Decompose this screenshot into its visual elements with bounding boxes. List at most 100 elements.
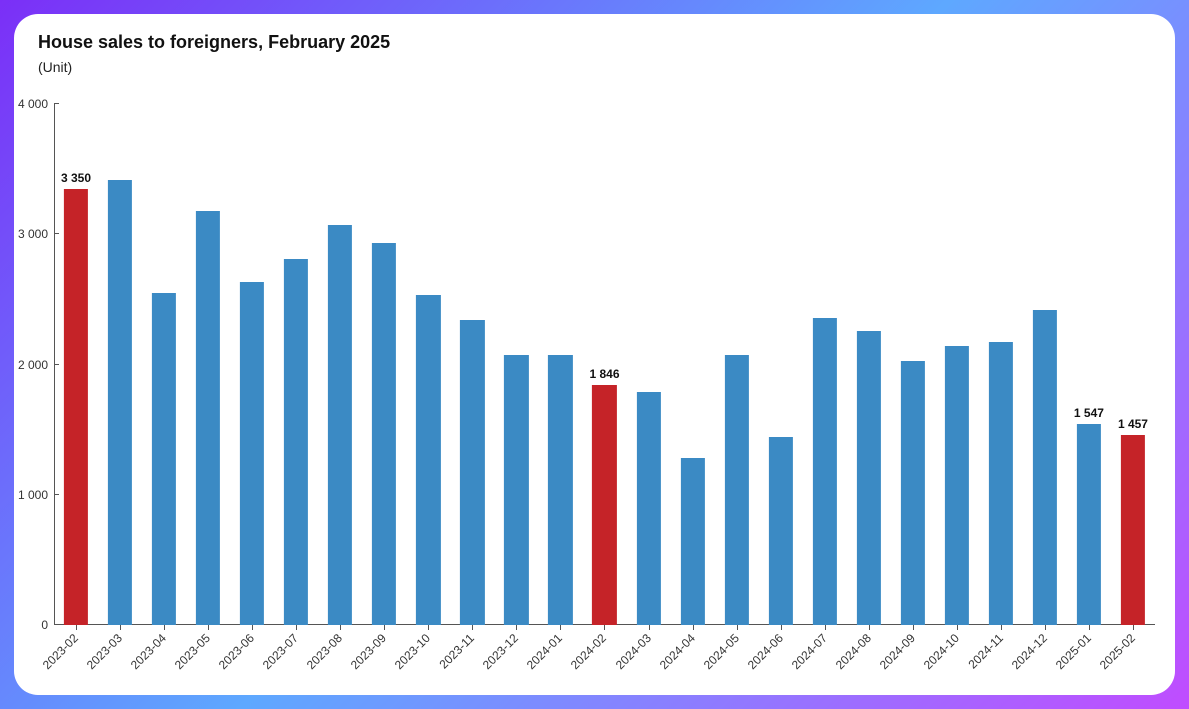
bar xyxy=(680,458,704,625)
bar xyxy=(769,437,793,625)
bar-slot: 2024-11 xyxy=(979,104,1023,625)
x-tick-label: 2024-06 xyxy=(745,631,786,672)
bar-slot: 2024-07 xyxy=(803,104,847,625)
x-tick-label: 2023-02 xyxy=(40,631,81,672)
bar xyxy=(284,259,308,625)
y-tick-mark xyxy=(54,103,59,104)
bar-slot: 2023-12 xyxy=(494,104,538,625)
bar-slot: 2024-05 xyxy=(715,104,759,625)
bar-slot: 2024-03 xyxy=(627,104,671,625)
bar xyxy=(504,355,528,625)
x-tick-label: 2024-11 xyxy=(965,631,1005,671)
x-tick-label: 2023-09 xyxy=(348,631,389,672)
bar xyxy=(901,361,925,625)
bar xyxy=(416,295,440,625)
x-tick-label: 2024-01 xyxy=(524,631,565,672)
x-tick-label: 2023-12 xyxy=(480,631,521,672)
bar-slot: 2024-01 xyxy=(538,104,582,625)
x-tick-mark xyxy=(869,625,870,630)
x-tick-mark xyxy=(560,625,561,630)
x-tick-mark xyxy=(164,625,165,630)
bar xyxy=(548,355,572,625)
bar-slot: 2023-08 xyxy=(318,104,362,625)
bar-slot: 2024-09 xyxy=(891,104,935,625)
bar-slot: 2023-05 xyxy=(186,104,230,625)
x-tick-label: 2023-04 xyxy=(128,631,169,672)
bar-slot: 2023-03 xyxy=(98,104,142,625)
x-tick-mark xyxy=(208,625,209,630)
x-tick-mark xyxy=(76,625,77,630)
x-tick-label: 2024-05 xyxy=(701,631,742,672)
bar xyxy=(813,318,837,625)
bar xyxy=(328,225,352,625)
bar xyxy=(152,293,176,625)
chart-card: House sales to foreigners, February 2025… xyxy=(14,14,1175,695)
x-tick-label: 2024-12 xyxy=(1009,631,1050,672)
x-tick-mark xyxy=(1045,625,1046,630)
x-tick-mark xyxy=(252,625,253,630)
x-tick-mark xyxy=(384,625,385,630)
x-tick-label: 2023-03 xyxy=(84,631,125,672)
x-tick-label: 2024-07 xyxy=(789,631,830,672)
x-tick-label: 2024-10 xyxy=(921,631,962,672)
x-tick-label: 2024-04 xyxy=(656,631,697,672)
x-tick-mark xyxy=(604,625,605,630)
bar xyxy=(592,385,616,625)
bar xyxy=(240,282,264,625)
x-tick-mark xyxy=(120,625,121,630)
bar-value-label: 1 846 xyxy=(582,367,626,381)
x-tick-mark xyxy=(1133,625,1134,630)
y-tick-mark xyxy=(54,364,59,365)
x-tick-label: 2024-08 xyxy=(833,631,874,672)
x-tick-label: 2024-09 xyxy=(877,631,918,672)
bar xyxy=(1033,310,1057,625)
bar xyxy=(636,392,660,625)
bar-slot: 1 5472025-01 xyxy=(1067,104,1111,625)
x-tick-mark xyxy=(693,625,694,630)
x-tick-label: 2023-05 xyxy=(172,631,213,672)
x-tick-mark xyxy=(1001,625,1002,630)
y-tick-mark xyxy=(54,624,59,625)
y-tick-label: 2 000 xyxy=(18,358,48,372)
bar-slot: 2023-06 xyxy=(230,104,274,625)
bar-value-label: 3 350 xyxy=(54,171,98,185)
chart-title: House sales to foreigners, February 2025 xyxy=(38,32,1151,53)
chart-plot-area: 3 3502023-022023-032023-042023-052023-06… xyxy=(54,104,1155,625)
bar xyxy=(725,355,749,625)
bar-slot: 1 4572025-02 xyxy=(1111,104,1155,625)
bars-container: 3 3502023-022023-032023-042023-052023-06… xyxy=(54,104,1155,625)
bar-slot: 2023-07 xyxy=(274,104,318,625)
bar xyxy=(196,211,220,625)
x-tick-mark xyxy=(516,625,517,630)
bar-slot: 2024-08 xyxy=(847,104,891,625)
bar-value-label: 1 457 xyxy=(1111,417,1155,431)
bar xyxy=(857,331,881,625)
bar-slot: 1 8462024-02 xyxy=(582,104,626,625)
bar-slot: 2023-04 xyxy=(142,104,186,625)
y-tick-mark xyxy=(54,233,59,234)
x-tick-mark xyxy=(913,625,914,630)
bar xyxy=(108,180,132,625)
x-tick-label: 2025-01 xyxy=(1053,631,1094,672)
bar xyxy=(64,189,88,625)
bar-slot: 2024-12 xyxy=(1023,104,1067,625)
bar-slot: 2024-04 xyxy=(671,104,715,625)
x-tick-mark xyxy=(781,625,782,630)
x-tick-mark xyxy=(472,625,473,630)
bar-slot: 3 3502023-02 xyxy=(54,104,98,625)
bar-slot: 2024-10 xyxy=(935,104,979,625)
x-tick-mark xyxy=(825,625,826,630)
y-tick-label: 1 000 xyxy=(18,488,48,502)
x-tick-label: 2024-02 xyxy=(568,631,609,672)
x-tick-mark xyxy=(1089,625,1090,630)
x-tick-label: 2023-08 xyxy=(304,631,345,672)
x-tick-label: 2023-07 xyxy=(260,631,301,672)
x-tick-mark xyxy=(649,625,650,630)
bar xyxy=(1077,424,1101,625)
y-tick-mark xyxy=(54,494,59,495)
bar xyxy=(460,320,484,625)
x-tick-mark xyxy=(957,625,958,630)
bar xyxy=(945,346,969,625)
bar-slot: 2023-09 xyxy=(362,104,406,625)
chart-subtitle: (Unit) xyxy=(38,59,1151,75)
